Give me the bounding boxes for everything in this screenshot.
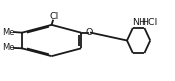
- Text: Me: Me: [3, 28, 15, 37]
- Text: Cl: Cl: [49, 12, 58, 21]
- Text: NH: NH: [132, 18, 146, 27]
- Text: HCl: HCl: [141, 18, 158, 27]
- Text: Me: Me: [3, 43, 15, 52]
- Text: O: O: [86, 28, 93, 37]
